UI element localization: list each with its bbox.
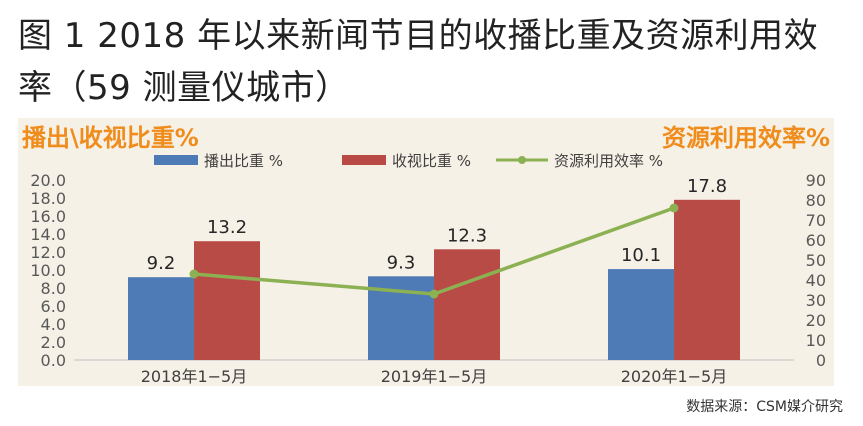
right-axis-tick: 20 xyxy=(806,311,826,330)
chart-panel: 播出\收视比重% 资源利用效率% 播出比重 % 收视比重 % 资源利用效率 % … xyxy=(18,118,834,386)
left-axis-tick: 8.0 xyxy=(41,279,66,298)
right-axis-tick: 10 xyxy=(806,331,826,350)
right-axis-tick: 0 xyxy=(816,351,826,370)
efficiency-point xyxy=(429,289,439,299)
left-axis-title: 播出\收视比重% xyxy=(22,124,199,152)
efficiency-point xyxy=(669,203,679,213)
legend-label-broadcast: 播出比重 % xyxy=(204,152,283,170)
legend-swatch-broadcast xyxy=(154,155,198,165)
chart-svg: 播出\收视比重% 资源利用效率% 播出比重 % 收视比重 % 资源利用效率 % … xyxy=(22,124,830,386)
bar-value-label: 10.1 xyxy=(621,245,661,266)
left-axis-tick: 12.0 xyxy=(30,243,66,262)
category-label: 2020年1−5月 xyxy=(621,367,728,386)
efficiency-line-series xyxy=(189,203,679,299)
bar-value-label: 13.2 xyxy=(207,217,247,238)
right-axis-tick: 80 xyxy=(806,191,826,210)
efficiency-point xyxy=(189,269,199,279)
right-axis-tick: 60 xyxy=(806,231,826,250)
legend: 播出比重 % 收视比重 % 资源利用效率 % xyxy=(154,152,663,170)
left-axis-tick: 16.0 xyxy=(30,207,66,226)
left-axis-tick: 14.0 xyxy=(30,225,66,244)
right-axis-tick: 50 xyxy=(806,251,826,270)
legend-label-viewing: 收视比重 % xyxy=(392,152,471,170)
left-axis-tick: 10.0 xyxy=(30,261,66,280)
bar-value-label: 9.2 xyxy=(147,253,176,274)
bar-broadcast xyxy=(608,269,674,360)
bar-viewing xyxy=(194,241,260,360)
bar-viewing xyxy=(434,249,500,360)
right-axis-tick: 90 xyxy=(806,171,826,190)
legend-label-efficiency: 资源利用效率 % xyxy=(554,152,663,170)
category-labels: 2018年1−5月 2019年1−5月 2020年1−5月 xyxy=(141,367,728,386)
bar-value-label: 17.8 xyxy=(687,176,727,197)
left-axis-tick: 18.0 xyxy=(30,189,66,208)
category-label: 2018年1−5月 xyxy=(141,367,248,386)
bar-viewing xyxy=(674,199,740,360)
left-axis-tick: 6.0 xyxy=(41,297,66,316)
left-axis-tick: 0.0 xyxy=(41,351,66,370)
left-axis-tick: 2.0 xyxy=(41,333,66,352)
left-axis-tick: 4.0 xyxy=(41,315,66,334)
source-note: 数据来源：CSM媒介研究 xyxy=(686,399,843,415)
right-axis-tick: 70 xyxy=(806,211,826,230)
left-axis-tick: 20.0 xyxy=(30,171,66,190)
legend-marker-efficiency xyxy=(518,156,526,164)
right-axis-title: 资源利用效率% xyxy=(662,124,830,152)
legend-swatch-viewing xyxy=(342,155,386,165)
bar-value-label: 9.3 xyxy=(387,252,416,273)
left-axis-ticks: 0.02.04.06.08.010.012.014.016.018.020.0 xyxy=(30,171,66,370)
figure-title: 图 1 2018 年以来新闻节目的收播比重及资源利用效率（59 测量仪城市） xyxy=(18,16,819,108)
bar-labels: 9.2 13.2 9.3 12.3 10.1 17.8 xyxy=(147,176,727,274)
right-axis-tick: 40 xyxy=(806,271,826,290)
bar-value-label: 12.3 xyxy=(447,225,487,246)
bars xyxy=(128,199,740,360)
bar-broadcast xyxy=(128,277,194,360)
category-label: 2019年1−5月 xyxy=(381,367,488,386)
right-axis-tick: 30 xyxy=(806,291,826,310)
